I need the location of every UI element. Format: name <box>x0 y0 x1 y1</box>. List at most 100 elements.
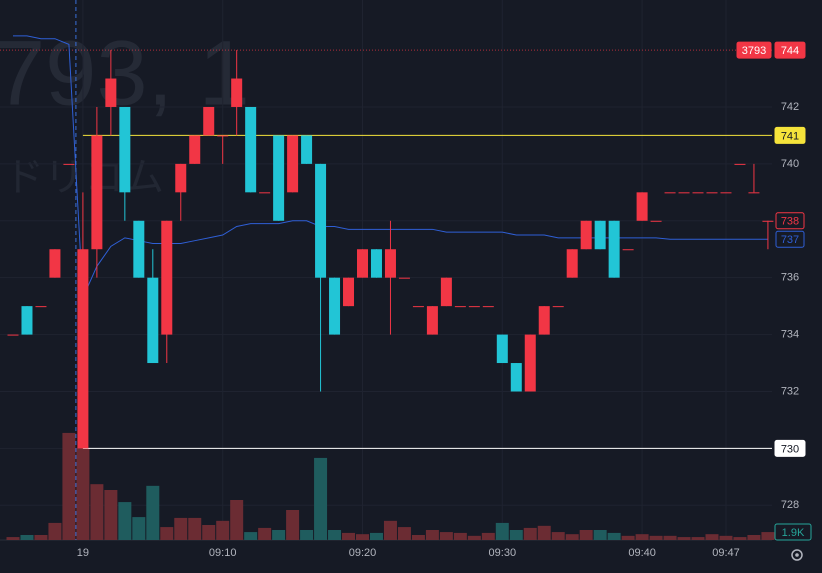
candle-body <box>105 78 117 107</box>
volume-bar <box>663 535 677 540</box>
volume-bar <box>453 532 467 540</box>
candle-body <box>175 163 187 193</box>
volume-label-box <box>774 523 812 541</box>
candle-body <box>622 249 634 251</box>
x-tick-label: 09:20 <box>349 547 377 559</box>
candle-body <box>203 106 215 136</box>
candle-body <box>734 163 746 165</box>
candle-body <box>189 135 201 164</box>
level-label: 730 <box>781 443 799 455</box>
vwap-label-box <box>775 230 805 248</box>
candle-body <box>259 192 271 194</box>
candle-body <box>706 192 718 194</box>
candle-body <box>426 306 438 335</box>
volume-bar <box>132 517 146 540</box>
volume-bar <box>160 527 174 540</box>
candle-body <box>301 135 313 164</box>
volume-bar <box>244 532 258 540</box>
candle-body <box>91 135 103 250</box>
y-tick-label: 742 <box>781 101 799 113</box>
candle-body <box>133 220 145 278</box>
x-tick-label: 09:40 <box>628 547 656 559</box>
candle-body <box>636 192 648 221</box>
volume-bar <box>6 537 20 540</box>
volume-bar <box>202 525 216 540</box>
volume-bar <box>467 535 481 540</box>
y-tick-label: 734 <box>781 328 799 340</box>
symbol-label-box <box>736 41 772 59</box>
candle-body <box>482 306 494 308</box>
candle-body <box>273 135 285 221</box>
y-tick-label: 728 <box>781 499 799 511</box>
volume-bar <box>286 510 300 540</box>
volume-bar <box>20 535 34 540</box>
candle-body <box>63 163 75 165</box>
x-tick-label: 19 <box>77 547 89 559</box>
candle-body <box>370 249 382 278</box>
volume-bar <box>579 530 593 540</box>
candle-body <box>608 220 620 278</box>
volume-bar <box>230 500 244 540</box>
volume-bar <box>188 517 202 540</box>
candle-body <box>454 306 466 308</box>
candle-body <box>552 306 564 308</box>
x-tick-label: 09:47 <box>712 547 740 559</box>
volume-bar <box>495 522 509 540</box>
volume-bar <box>62 432 76 540</box>
high-label-box <box>774 41 806 59</box>
level-label-box <box>774 439 806 457</box>
settings-icon-dot <box>795 553 799 557</box>
candle-body <box>468 306 480 308</box>
high-label: 744 <box>781 45 799 57</box>
candle-body <box>664 192 676 194</box>
level-label-box <box>774 126 806 144</box>
candle-body <box>720 192 732 194</box>
volume-bar <box>146 485 160 540</box>
volume-bar <box>607 532 621 540</box>
volume-bar <box>34 535 48 540</box>
candle-body <box>538 306 550 335</box>
y-tick-label: 736 <box>781 272 799 284</box>
watermark-name: ドリコム <box>4 156 164 200</box>
candle-body <box>287 135 299 193</box>
vwap-label: 737 <box>781 234 799 246</box>
y-tick-label: 732 <box>781 385 799 397</box>
volume-bar <box>356 534 369 540</box>
volume-bar <box>761 532 775 540</box>
volume-bar <box>118 502 132 540</box>
last-price-label: 738 <box>781 216 799 228</box>
candle-body <box>566 249 578 278</box>
settings-icon[interactable] <box>791 549 803 561</box>
candle-body <box>594 220 606 250</box>
volume-bar <box>635 534 649 540</box>
volume-bar <box>369 532 383 540</box>
volume-bar <box>411 535 425 540</box>
candle-body <box>412 306 424 308</box>
candle-body <box>692 192 704 194</box>
volume-bar <box>314 457 328 540</box>
volume-bar <box>174 517 188 540</box>
candle-body <box>510 363 522 392</box>
volume-bar <box>691 537 705 540</box>
candle-body <box>35 306 47 308</box>
candle-body <box>650 220 662 222</box>
volume-bar <box>76 447 90 540</box>
volume-bar <box>649 535 663 540</box>
volume-bar <box>719 535 733 540</box>
volume-bar <box>48 522 62 540</box>
candle-body <box>357 249 368 278</box>
last-price-label-box <box>775 212 805 230</box>
candle-body <box>147 277 159 364</box>
volume-bar <box>621 535 635 540</box>
candle-body <box>231 78 243 107</box>
candle-body <box>580 220 592 250</box>
volume-bar <box>565 534 579 540</box>
volume-bar <box>481 532 495 540</box>
volume-bar <box>342 532 356 540</box>
candle-body <box>343 277 355 307</box>
volume-bar <box>439 532 453 540</box>
volume-bar <box>705 534 719 540</box>
volume-bar <box>509 530 523 540</box>
